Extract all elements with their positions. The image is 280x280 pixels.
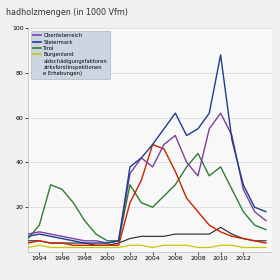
Legend: Oberösterreich, Steiermark, Tirol, Burgenland, aldschädigungsfaktoren, zirksfors: Oberösterreich, Steiermark, Tirol, Burge… [31, 31, 110, 79]
Text: hadholzmengen (in 1000 Vfm): hadholzmengen (in 1000 Vfm) [6, 8, 128, 17]
